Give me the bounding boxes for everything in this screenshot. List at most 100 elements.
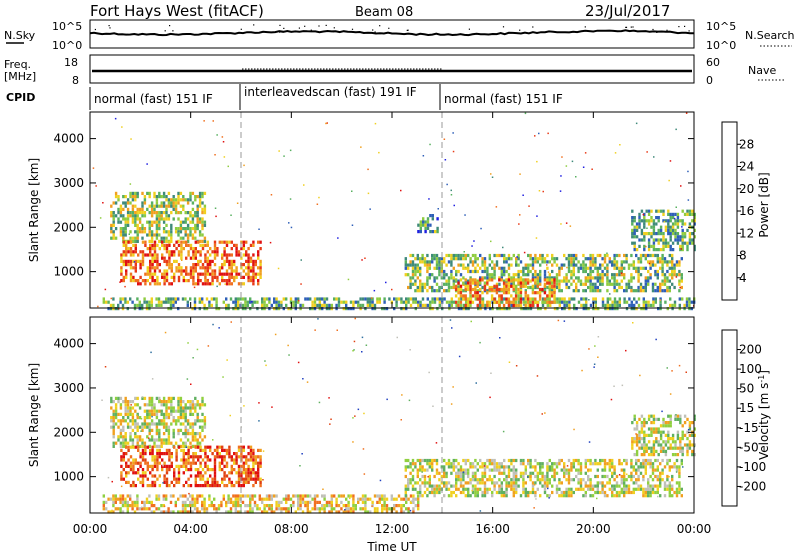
- heatmap-cell: [161, 403, 163, 406]
- heatmap-cell: [117, 397, 119, 400]
- heatmap-cell: [493, 264, 495, 267]
- heatmap-cell: [633, 267, 635, 270]
- heatmap-cell: [525, 291, 527, 294]
- heatmap-cell: [345, 304, 347, 307]
- heatmap-cell: [460, 285, 462, 288]
- heatmap-cell: [527, 264, 529, 267]
- heatmap-cell: [407, 481, 409, 484]
- heatmap-cell: [621, 264, 623, 267]
- heatmap-cell: [415, 297, 417, 300]
- heatmap-cell: [520, 301, 522, 304]
- heatmap-cell: [585, 276, 587, 279]
- heatmap-cell: [678, 481, 680, 484]
- heatmap-speck: [653, 156, 655, 158]
- heatmap-cell: [474, 475, 476, 478]
- heatmap-cell: [672, 453, 674, 456]
- heatmap-cell: [563, 276, 565, 279]
- heatmap-cell: [503, 304, 505, 307]
- heatmap-cell: [142, 452, 144, 455]
- heatmap-cell: [156, 468, 158, 471]
- heatmap-cell: [211, 273, 213, 276]
- heatmap-cell: [393, 504, 395, 507]
- heatmap-cell: [187, 438, 189, 441]
- heatmap-cell: [436, 297, 438, 300]
- heatmap-cell: [481, 264, 483, 267]
- heatmap-cell: [585, 264, 587, 267]
- heatmap-cell: [670, 248, 672, 251]
- heatmap-cell: [359, 307, 361, 310]
- heatmap-speck: [646, 151, 648, 153]
- heatmap-cell: [623, 254, 625, 257]
- heatmap-cell: [556, 264, 558, 267]
- heatmap-cell: [250, 269, 252, 272]
- heatmap-cell: [618, 462, 620, 465]
- heatmap-cell: [147, 468, 149, 471]
- heatmap-cell: [130, 465, 132, 468]
- heatmap-cell: [489, 304, 491, 307]
- heatmap-cell: [532, 257, 534, 260]
- heatmap-cell: [195, 484, 197, 487]
- heatmap-cell: [431, 273, 433, 276]
- heatmap-cell: [676, 465, 678, 468]
- heatmap-cell: [333, 507, 335, 510]
- heatmap-cell: [658, 210, 660, 213]
- heatmap-cell: [662, 418, 664, 421]
- heatmap-cell: [462, 488, 464, 491]
- heatmap-cell: [611, 462, 613, 465]
- heatmap-cell: [611, 283, 613, 286]
- heatmap-cell: [481, 270, 483, 273]
- heatmap-cell: [633, 260, 635, 263]
- heatmap-cell: [561, 297, 563, 300]
- heatmap-cell: [568, 481, 570, 484]
- heatmap-cell: [143, 501, 145, 504]
- heatmap-cell: [134, 410, 136, 413]
- heatmap-cell: [434, 230, 436, 233]
- heatmap-cell: [660, 431, 662, 434]
- heatmap-cell: [180, 257, 182, 260]
- heatmap-cell: [381, 498, 383, 501]
- heatmap-cell: [207, 282, 209, 285]
- heatmap-cell: [180, 273, 182, 276]
- heatmap-cell: [462, 475, 464, 478]
- heatmap-cell: [655, 431, 657, 434]
- heatmap-cell: [631, 437, 633, 440]
- heatmap-cell: [156, 237, 158, 240]
- heatmap-cell: [323, 297, 325, 300]
- heatmap-cell: [517, 278, 519, 281]
- heatmap-cell: [153, 205, 155, 208]
- heatmap-cell: [655, 210, 657, 213]
- heatmap-cell: [525, 273, 527, 276]
- heatmap-cell: [156, 455, 158, 458]
- heatmap-cell: [223, 455, 225, 458]
- heatmap-cell: [143, 297, 145, 300]
- heatmap-cell: [105, 501, 107, 504]
- heatmap-cell: [144, 403, 146, 406]
- heatmap-cell: [616, 280, 618, 283]
- heatmap-cell: [649, 459, 651, 462]
- heatmap-cell: [125, 269, 127, 272]
- heatmap-cell: [117, 435, 119, 438]
- heatmap-cell: [141, 224, 143, 227]
- heatmap-cell: [307, 494, 309, 497]
- heatmap-cell: [374, 507, 376, 510]
- heatmap-cell: [177, 403, 179, 406]
- heatmap-cell: [154, 465, 156, 468]
- heatmap-cell: [371, 307, 373, 310]
- heatmap-cell: [575, 283, 577, 286]
- heatmap-cell: [147, 269, 149, 272]
- heatmap-cell: [163, 279, 165, 282]
- heatmap-cell: [112, 498, 114, 501]
- heatmap-cell: [122, 208, 124, 211]
- heatmap-speck: [360, 146, 362, 148]
- heatmap-cell: [527, 491, 529, 494]
- heatmap-cell: [501, 485, 503, 488]
- power-colorbar-tick-label: 8: [739, 249, 747, 263]
- heatmap-cell: [577, 270, 579, 273]
- heatmap-cell: [670, 415, 672, 418]
- heatmap-cell: [227, 501, 229, 504]
- heatmap-cell: [515, 288, 517, 291]
- heatmap-cell: [643, 431, 645, 434]
- heatmap-cell: [201, 400, 203, 403]
- heatmap-cell: [168, 432, 170, 435]
- heatmap-cell: [107, 498, 109, 501]
